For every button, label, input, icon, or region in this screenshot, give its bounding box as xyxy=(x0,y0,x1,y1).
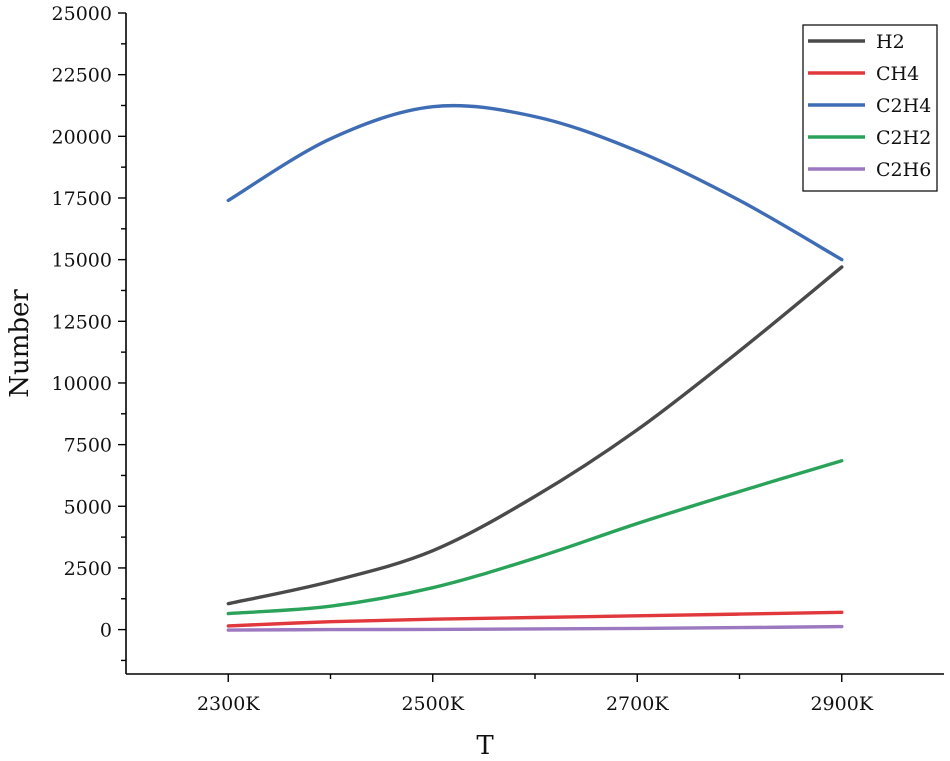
y-tick-label: 15000 xyxy=(52,250,112,272)
y-tick-label: 2500 xyxy=(64,558,112,580)
x-tick-label: 2900K xyxy=(810,693,873,715)
legend: H2 CH4 C2H4 C2H2 C2H6 xyxy=(802,24,938,192)
series-layer xyxy=(226,103,844,632)
series-line-c2h2 xyxy=(226,459,844,616)
legend-label-ch4: CH4 xyxy=(876,63,919,85)
series-line-h2 xyxy=(226,265,844,606)
series-line-ch4 xyxy=(226,610,844,628)
y-tick-label: 25000 xyxy=(52,3,112,25)
x-axis: 2300K 2500K 2700K 2900K xyxy=(197,674,874,715)
legend-label-c2h4: C2H4 xyxy=(876,95,931,117)
x-tick-label: 2300K xyxy=(197,693,260,715)
legend-label-h2: H2 xyxy=(876,31,905,53)
x-tick-label: 2700K xyxy=(606,693,669,715)
y-tick-label: 22500 xyxy=(52,65,112,87)
y-tick-label: 17500 xyxy=(52,188,112,210)
x-axis-title: T xyxy=(476,731,494,761)
y-tick-label: 0 xyxy=(100,620,112,642)
y-tick-label: 10000 xyxy=(52,373,112,395)
y-tick-label: 7500 xyxy=(64,435,112,457)
y-tick-label: 5000 xyxy=(64,496,112,518)
y-axis: 2500022500200001750015000125001000075005… xyxy=(52,3,126,662)
legend-label-c2h6: C2H6 xyxy=(876,159,931,181)
series-line-c2h4 xyxy=(226,103,844,262)
series-line-c2h6 xyxy=(226,624,844,632)
legend-label-c2h2: C2H2 xyxy=(876,127,931,149)
legend-box xyxy=(802,24,938,192)
y-tick-label: 20000 xyxy=(52,126,112,148)
y-tick-label: 12500 xyxy=(52,311,112,333)
x-tick-label: 2500K xyxy=(401,693,464,715)
y-axis-title: Number xyxy=(5,289,35,398)
